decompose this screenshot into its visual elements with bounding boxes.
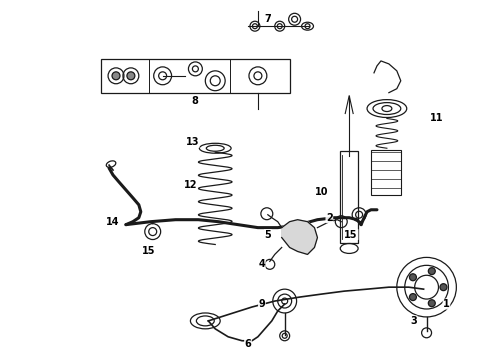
Polygon shape (282, 220, 318, 255)
Circle shape (127, 72, 135, 80)
Circle shape (112, 72, 120, 80)
Text: 8: 8 (191, 96, 198, 105)
Text: 3: 3 (410, 316, 417, 326)
Text: 6: 6 (245, 339, 251, 349)
Circle shape (440, 284, 447, 291)
Bar (371, 150, 401, 195)
Text: 14: 14 (106, 217, 120, 227)
Text: 4: 4 (259, 259, 265, 269)
Text: 1: 1 (443, 299, 450, 309)
Circle shape (410, 274, 416, 281)
Circle shape (410, 294, 416, 301)
Text: 12: 12 (184, 180, 197, 190)
Text: 10: 10 (315, 187, 328, 197)
Text: 7: 7 (265, 14, 271, 24)
Bar (101, 59, 290, 93)
Text: 15: 15 (142, 247, 155, 256)
Text: 5: 5 (265, 230, 271, 239)
Text: 13: 13 (186, 137, 199, 147)
Text: 2: 2 (326, 213, 333, 223)
Circle shape (428, 300, 435, 307)
Text: 11: 11 (430, 113, 443, 123)
Text: 15: 15 (344, 230, 358, 239)
Text: 9: 9 (259, 299, 265, 309)
Circle shape (428, 267, 435, 275)
Bar (340, 151, 358, 243)
